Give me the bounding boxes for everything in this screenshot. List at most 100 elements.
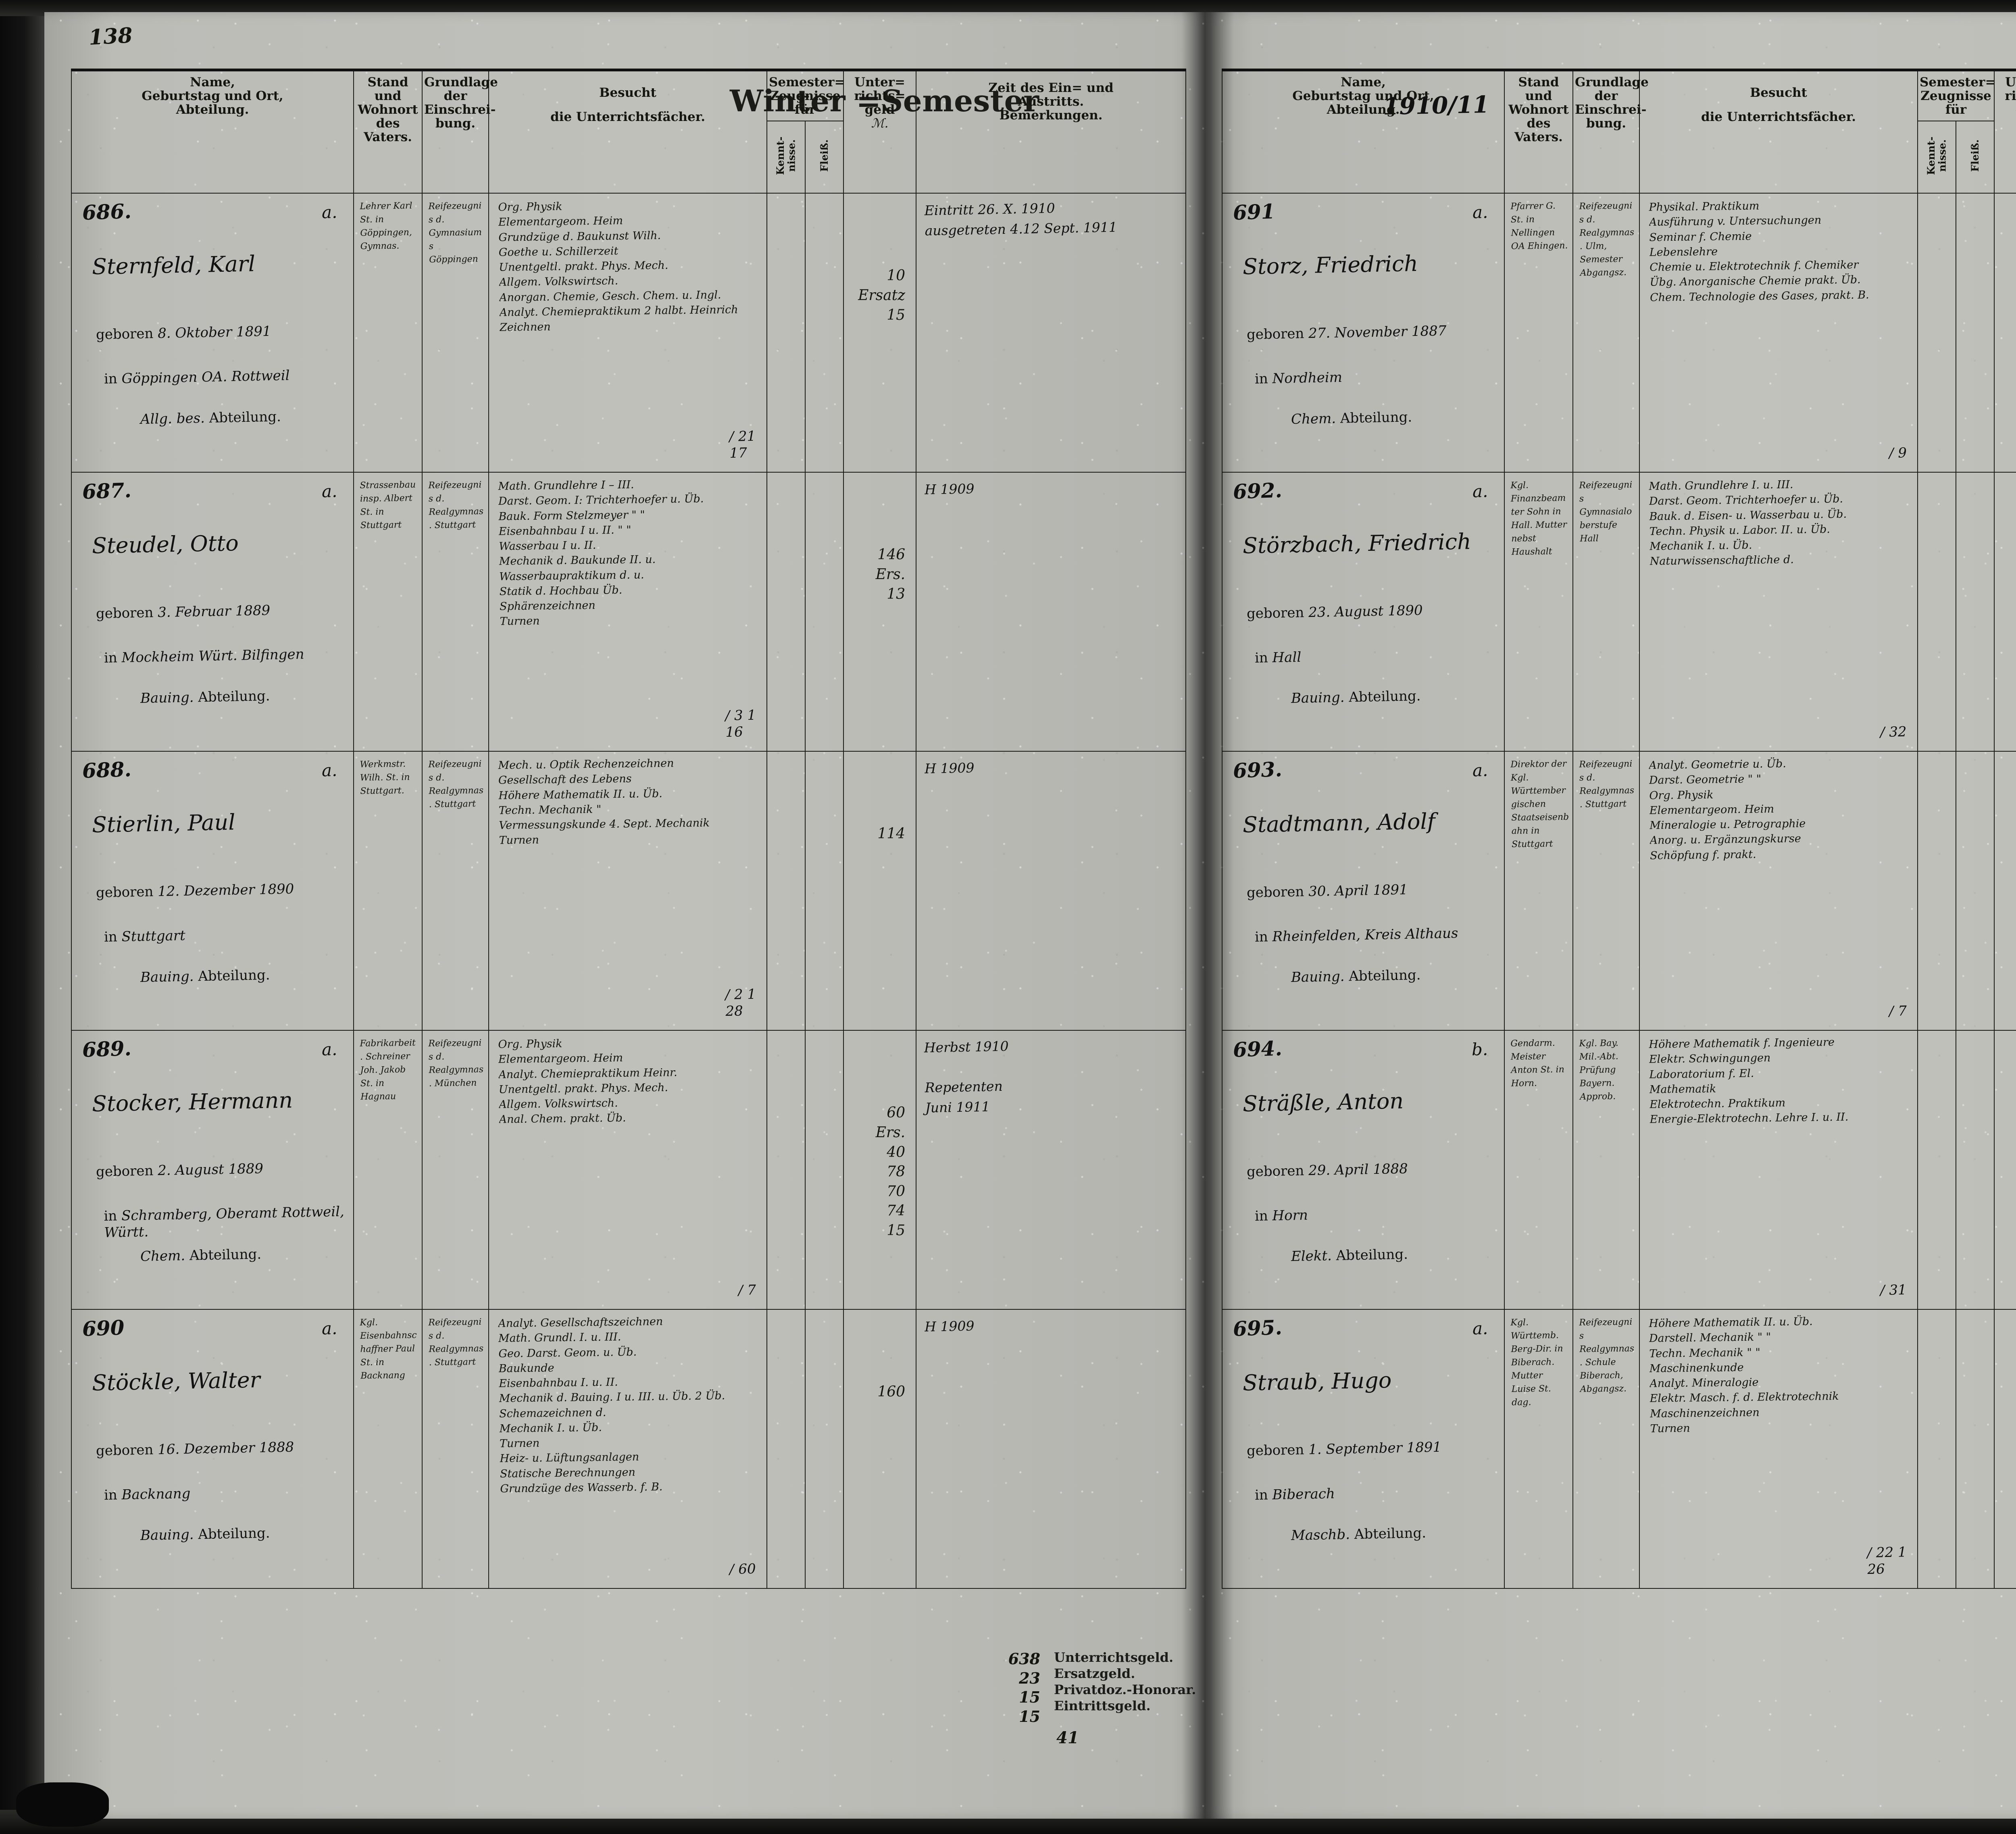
table-row[interactable]: 687. a. Steudel, Otto geboren 3. Februar 18… (71, 472, 1187, 752)
cell-tuition-fee[interactable]: 100 (1994, 1030, 2016, 1310)
cell-tuition-fee[interactable]: 72 Ers. 75 170 25 172 (1994, 193, 2016, 473)
cell-name[interactable]: 690 a. Stöckle, Walter geboren 16. Dezember… (71, 1309, 354, 1589)
cell-name[interactable]: 695. a. Straub, Hugo geboren 1. September 1… (1222, 1309, 1505, 1589)
table-row[interactable]: 691 a. Storz, Friedrich geboren 27. Novembe… (1222, 193, 2016, 473)
table-row[interactable]: 692. a. Störzbach, Friedrich geboren 23. Au… (1222, 472, 2016, 752)
entry-exit-remarks: Eintritt 26. X. 1910 ausgetreten 4.12 Se… (924, 200, 1118, 239)
cell-subjects[interactable]: Analyt. Geometrie u. Üb. Darst. Geometrie… (1639, 751, 1918, 1031)
cell-diligence-grade[interactable] (1955, 472, 1995, 752)
cell-father[interactable]: Kgl. Finanzbeamter Sohn in Hall. Mutter … (1504, 472, 1573, 752)
cell-knowledge-grade[interactable] (1917, 193, 1956, 473)
cell-father[interactable]: Direktor der Kgl. Württembergischen Staa… (1504, 751, 1573, 1031)
cell-subjects[interactable]: Analyt. Gesellschaftszeichnen Math. Grund… (488, 1309, 767, 1589)
cell-tuition-fee[interactable]: 160 (843, 1309, 917, 1589)
cell-enrollment-basis[interactable]: Reifezeugnis d. Gymnasiums Göppingen (422, 193, 489, 473)
cell-name[interactable]: 694. b. Sträßle, Anton geboren 29. April 18… (1222, 1030, 1505, 1310)
cell-enrollment-basis[interactable]: Reifezeugnis Gymnasialoberstufe Hall (1572, 472, 1640, 752)
cell-knowledge-grade[interactable] (766, 751, 806, 1031)
cell-tuition-fee[interactable]: 10 Ersatz 15 (843, 193, 917, 473)
cell-diligence-grade[interactable] (804, 751, 844, 1031)
entry-exit-remarks: H 1909 (924, 481, 975, 498)
table-row[interactable]: 686. a. Sternfeld, Karl geboren 8. Oktober … (71, 193, 1187, 473)
table-row[interactable]: 693. a. Stadtmann, Adolf geboren 30. April … (1222, 751, 2016, 1031)
cell-enrollment-basis[interactable]: Kgl. Bay. Mil.-Abt. Prüfung Bayern. Appr… (1572, 1030, 1640, 1310)
cell-father[interactable]: Lehrer Karl St. in Göppingen, Gymnas. (353, 193, 423, 473)
cell-enrollment-basis[interactable]: Reifezeugnis Realgymnas. Schule Biberach… (1572, 1309, 1640, 1589)
cell-name[interactable]: 687. a. Steudel, Otto geboren 3. Februar 18… (71, 472, 354, 752)
cell-remarks[interactable]: Herbst 1910 Repetenten Juni 1911 (916, 1030, 1187, 1310)
cell-subjects[interactable]: Math. Grundlehre I – III. Darst. Geom. I:… (488, 472, 767, 752)
cell-remarks[interactable]: H 1909 (916, 472, 1187, 752)
cell-subjects[interactable]: Org. Physik Elementargeom. Heim Grundzüge … (488, 193, 767, 473)
cell-knowledge-grade[interactable] (766, 472, 806, 752)
place-label: in (104, 371, 118, 388)
diligence-label-r: Fleiß. (1969, 140, 1981, 172)
cell-diligence-grade[interactable] (1955, 1309, 1995, 1589)
fee-r-l2: richts= (2005, 89, 2016, 104)
cell-tuition-fee[interactable]: 108 Ers. 88 1 70 10 Ers. 15 (1994, 751, 2016, 1031)
cell-diligence-grade[interactable] (804, 193, 844, 473)
cell-subjects[interactable]: Höhere Mathematik II. u. Üb. Darstell. Me… (1639, 1309, 1918, 1589)
cell-knowledge-grade[interactable] (1917, 472, 1956, 752)
student-name: Stöckle, Walter (92, 1367, 260, 1396)
cell-remarks[interactable]: Eintritt 26. X. 1910 ausgetreten 4.12 Se… (916, 193, 1187, 473)
cell-name[interactable]: 686. a. Sternfeld, Karl geboren 8. Oktober … (71, 193, 354, 473)
father-l1: Stand (367, 75, 408, 90)
cell-diligence-grade[interactable] (804, 1309, 844, 1589)
cell-name[interactable]: 688. a. Stierlin, Paul geboren 12. Dezember… (71, 751, 354, 1031)
cell-knowledge-grade[interactable] (766, 1309, 806, 1589)
cell-diligence-grade[interactable] (1955, 193, 1995, 473)
entry-number: 695. (1232, 1315, 1283, 1341)
cell-name[interactable]: 693. a. Stadtmann, Adolf geboren 30. April … (1222, 751, 1505, 1031)
cell-father[interactable]: Strassenbauinsp. Albert St. in Stuttgart (353, 472, 423, 752)
cell-enrollment-basis[interactable]: Reifezeugnis d. Realgymnas. Stuttgart (422, 1309, 489, 1589)
cell-name[interactable]: 692. a. Störzbach, Friedrich geboren 23. Au… (1222, 472, 1505, 752)
table-row[interactable]: 689. a. Stocker, Hermann geboren 2. August … (71, 1030, 1187, 1310)
cell-enrollment-basis[interactable]: Reifezeugnis d. Realgymnas. Stuttgart (1572, 751, 1640, 1031)
cell-tuition-fee[interactable]: 146 Ers. 15 (1994, 1309, 2016, 1589)
cell-knowledge-grade[interactable] (766, 193, 806, 473)
cell-subjects[interactable]: Physikal. Praktikum Ausführung v. Untersu… (1639, 193, 1918, 473)
cell-remarks[interactable]: H 1909 (916, 751, 1187, 1031)
cell-tuition-fee[interactable]: 128 Ers. 13 (1994, 472, 2016, 752)
folio-number-left: 138 (88, 23, 133, 50)
cell-subjects[interactable]: Höhere Mathematik f. Ingenieure Elektr. S… (1639, 1030, 1918, 1310)
cell-diligence-grade[interactable] (1955, 1030, 1995, 1310)
cell-tuition-fee[interactable]: 114 (843, 751, 917, 1031)
cell-name[interactable]: 689. a. Stocker, Hermann geboren 2. August … (71, 1030, 354, 1310)
cell-knowledge-grade[interactable] (1917, 1030, 1956, 1310)
dept-label: Abteilung. (198, 1525, 270, 1543)
table-row[interactable]: 694. b. Sträßle, Anton geboren 29. April 18… (1222, 1030, 2016, 1310)
entry-number: 686. (81, 199, 132, 225)
cell-father[interactable]: Pfarrer G. St. in Nellingen OA Ehingen. (1504, 193, 1573, 473)
cell-diligence-grade[interactable] (804, 472, 844, 752)
cell-tuition-fee[interactable]: 146 Ers. 13 (843, 472, 917, 752)
cell-remarks[interactable]: H 1909 (916, 1309, 1187, 1589)
subjects-r-l2: die Unterrichtsfächer. (1701, 110, 1856, 125)
table-row[interactable]: 690 a. Stöckle, Walter geboren 16. Dezember… (71, 1309, 1187, 1589)
cell-knowledge-grade[interactable] (766, 1030, 806, 1310)
cell-subjects[interactable]: Mech. u. Optik Rechenzeichnen Gesellschaf… (488, 751, 767, 1031)
cell-knowledge-grade[interactable] (1917, 1309, 1956, 1589)
cell-father[interactable]: Kgl. Eisenbahnschaffner Paul St. in Back… (353, 1309, 423, 1589)
cell-enrollment-basis[interactable]: Reifezeugnis d. Realgymnas. München (422, 1030, 489, 1310)
table-row[interactable]: 688. a. Stierlin, Paul geboren 12. Dezember… (71, 751, 1187, 1031)
cell-enrollment-basis[interactable]: Reifezeugnis d. Realgymnas. Ulm, Semeste… (1572, 193, 1640, 473)
cell-name[interactable]: 691 a. Storz, Friedrich geboren 27. Novembe… (1222, 193, 1505, 473)
cell-diligence-grade[interactable] (804, 1030, 844, 1310)
cell-diligence-grade[interactable] (1955, 751, 1995, 1031)
born-label: geboren (96, 884, 154, 901)
cell-tuition-fee[interactable]: 60 Ers. 40 78 70 74 15 (843, 1030, 917, 1310)
cell-father[interactable]: Kgl. Württemb. Berg-Dir. in Biberach. Mu… (1504, 1309, 1573, 1589)
cell-subjects[interactable]: Org. Physik Elementargeom. Heim Analyt. Ch… (488, 1030, 767, 1310)
col-header-fee-r: Unter= richts= geld ℳ. (1994, 69, 2016, 194)
cell-father[interactable]: Fabrikarbeit. Schreiner Joh. Jakob St. i… (353, 1030, 423, 1310)
place-label: in (104, 929, 118, 946)
table-row[interactable]: 695. a. Straub, Hugo geboren 1. September 1… (1222, 1309, 2016, 1589)
cell-enrollment-basis[interactable]: Reifezeugnis d. Realgymnas. Stuttgart (422, 751, 489, 1031)
cell-subjects[interactable]: Math. Grundlehre I. u. III. Darst. Geom. … (1639, 472, 1918, 752)
cell-father[interactable]: Gendarm. Meister Anton St. in Horn. (1504, 1030, 1573, 1310)
cell-enrollment-basis[interactable]: Reifezeugnis d. Realgymnas. Stuttgart (422, 472, 489, 752)
cell-father[interactable]: Werkmstr. Wilh. St. in Stuttgart. (353, 751, 423, 1031)
cell-knowledge-grade[interactable] (1917, 751, 1956, 1031)
